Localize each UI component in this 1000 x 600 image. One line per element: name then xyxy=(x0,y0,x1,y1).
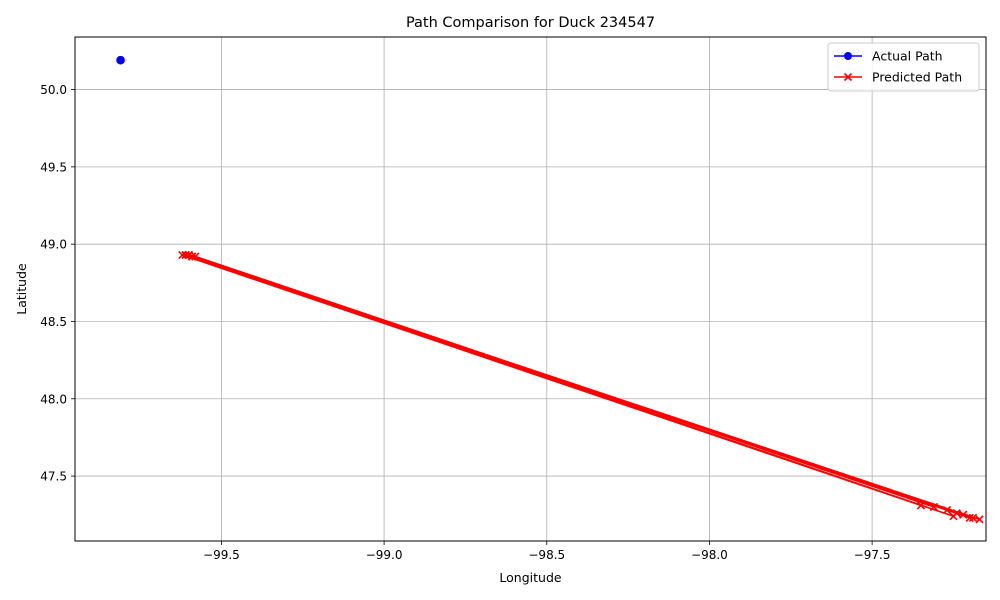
x-tick-label: −99.0 xyxy=(366,548,403,562)
legend-box xyxy=(827,42,980,92)
y-tick-label: 47.5 xyxy=(40,470,67,484)
predicted-path-point xyxy=(929,502,939,512)
x-tick-label: −97.5 xyxy=(854,548,891,562)
chart-title: Path Comparison for Duck 234547 xyxy=(406,15,655,31)
x-tick-label: −98.0 xyxy=(691,548,728,562)
y-tick-label: 50.0 xyxy=(40,83,67,97)
x-tick-label: −98.5 xyxy=(528,548,565,562)
x-tick-label: −99.5 xyxy=(203,548,240,562)
predicted-path-point xyxy=(975,515,984,524)
x-axis-ticks: −99.5 −99.0 −98.5 −98.0 −97.5 xyxy=(203,541,891,562)
predicted-path-point xyxy=(916,501,926,510)
legend-predicted-label: Predicted Path xyxy=(872,70,962,85)
x-axis-label: Longitude xyxy=(499,570,561,585)
legend: Actual Path Predicted Path xyxy=(827,42,980,92)
legend-predicted-marker xyxy=(843,72,853,82)
legend-actual-marker xyxy=(844,52,852,60)
predicted-path-point xyxy=(968,513,978,522)
predicted-path-line xyxy=(182,254,981,521)
predicted-path-point xyxy=(959,510,968,519)
predicted-path-point xyxy=(178,250,187,260)
predicted-path-point xyxy=(949,512,958,521)
y-tick-label: 49.0 xyxy=(40,238,67,252)
y-axis-label: Latitude xyxy=(14,263,29,315)
series-layer xyxy=(116,55,984,524)
y-tick-label: 48.0 xyxy=(40,392,67,406)
predicted-path-point xyxy=(191,252,200,261)
predicted-path-point xyxy=(942,505,952,515)
predicted-path-point xyxy=(965,513,974,522)
predicted-path-point xyxy=(181,250,190,260)
y-tick-label: 49.5 xyxy=(40,160,67,174)
y-axis-ticks: 47.5 48.0 48.5 49.0 49.5 50.0 xyxy=(40,83,75,484)
y-tick-label: 48.5 xyxy=(40,315,67,329)
legend-actual-label: Actual Path xyxy=(872,49,943,64)
predicted-path-point xyxy=(184,250,194,260)
actual-path-point xyxy=(116,55,125,65)
plot-frame xyxy=(74,36,987,542)
